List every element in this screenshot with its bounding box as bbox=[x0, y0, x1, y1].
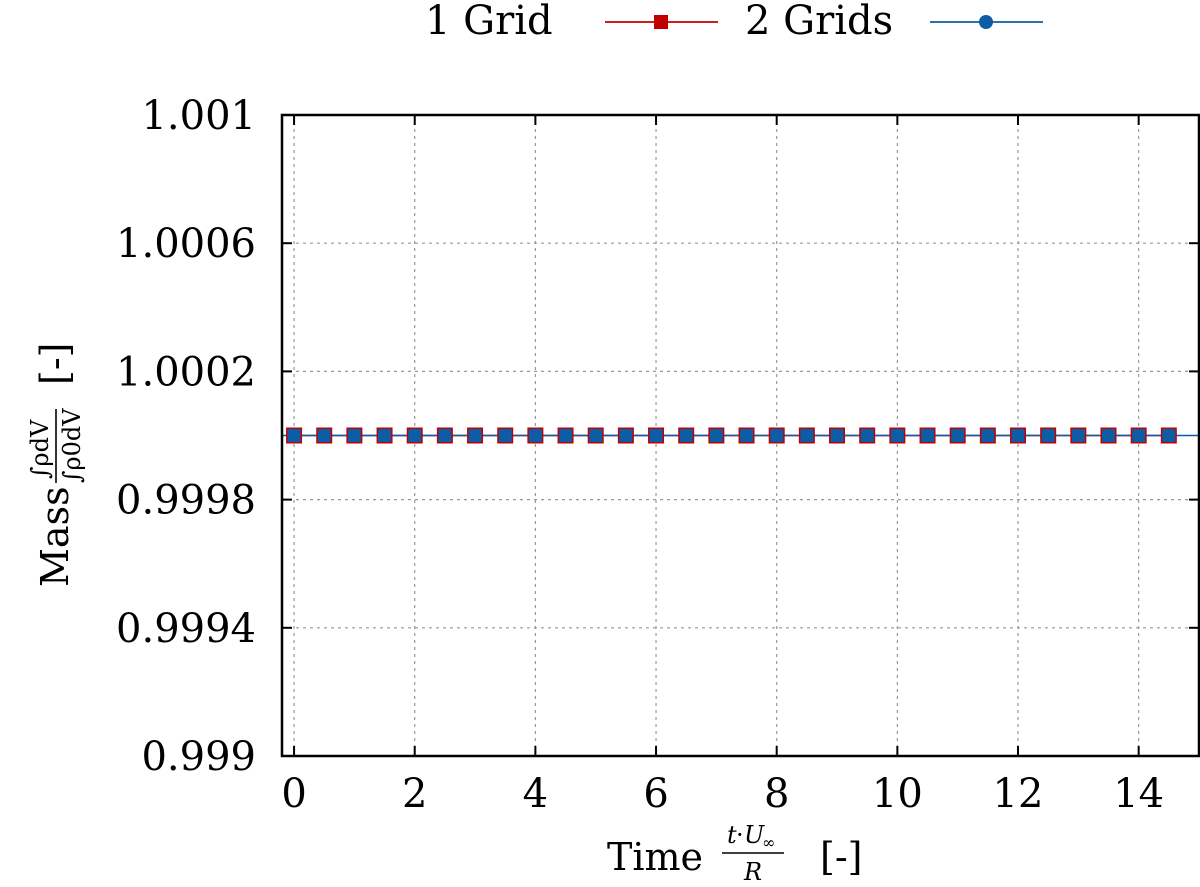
data-point-2-grids bbox=[709, 429, 723, 442]
x-tick-label: 12 bbox=[993, 771, 1044, 817]
data-point-2-grids bbox=[1102, 429, 1116, 442]
x-axis-title-unit: [-] bbox=[820, 835, 863, 879]
data-point-2-grids bbox=[1071, 429, 1085, 442]
data-point-2-grids bbox=[981, 429, 995, 442]
x-tick-label: 8 bbox=[764, 771, 789, 817]
x-tick-label: 2 bbox=[402, 771, 427, 817]
data-point-2-grids bbox=[287, 429, 301, 442]
x-axis-title-numerator-u: U bbox=[744, 821, 765, 849]
data-point-2-grids bbox=[619, 429, 633, 442]
series-layer bbox=[282, 427, 1199, 444]
legend-label-2-grids: 2 Grids bbox=[745, 0, 893, 44]
y-axis-title-numerator: ∫ρdV bbox=[26, 419, 54, 479]
x-tick-label: 4 bbox=[523, 771, 548, 817]
y-tick-label: 0.9998 bbox=[116, 478, 256, 524]
y-tick-label: 1.001 bbox=[141, 93, 256, 139]
data-point-2-grids bbox=[951, 429, 965, 442]
data-point-2-grids bbox=[408, 429, 422, 442]
x-axis-title-denominator: R bbox=[743, 858, 762, 886]
y-tick-label: 1.0002 bbox=[116, 349, 256, 395]
data-point-2-grids bbox=[528, 429, 542, 442]
x-axis-title-numerator-t: t bbox=[727, 821, 737, 849]
legend-marker-1-grid bbox=[654, 15, 668, 29]
x-axis-title: Time t · U ∞ R [-] bbox=[607, 821, 863, 886]
data-point-2-grids bbox=[468, 429, 482, 442]
data-point-2-grids bbox=[1162, 429, 1176, 442]
data-point-2-grids bbox=[1011, 429, 1025, 442]
legend: 1 Grid 2 Grids bbox=[425, 0, 1043, 44]
grid-lines bbox=[282, 115, 1199, 756]
data-point-2-grids bbox=[770, 429, 784, 442]
y-axis-title-denominator: ∫ρ0dV bbox=[58, 408, 86, 483]
x-tick-label: 10 bbox=[872, 771, 923, 817]
x-axis-title-numerator-subscript: ∞ bbox=[762, 833, 775, 852]
y-axis-title-word: Mass bbox=[33, 486, 77, 587]
data-point-2-grids bbox=[679, 429, 693, 442]
data-point-2-grids bbox=[347, 429, 361, 442]
x-tick-label: 14 bbox=[1113, 771, 1164, 817]
data-point-2-grids bbox=[498, 429, 512, 442]
data-point-2-grids bbox=[1132, 429, 1146, 442]
y-tick-label: 0.9994 bbox=[116, 606, 256, 652]
x-tick-label: 0 bbox=[281, 771, 306, 817]
data-point-2-grids bbox=[800, 429, 814, 442]
data-point-2-grids bbox=[438, 429, 452, 442]
y-tick-labels: 0.999 0.9994 0.9998 1.0002 1.0006 1.001 bbox=[116, 93, 256, 780]
data-point-2-grids bbox=[317, 429, 331, 442]
data-point-2-grids bbox=[740, 429, 754, 442]
legend-label-1-grid: 1 Grid bbox=[425, 0, 553, 44]
x-tick-labels: 0 2 4 6 8 10 12 14 bbox=[281, 771, 1164, 817]
legend-marker-2-grids bbox=[979, 15, 993, 29]
data-point-2-grids bbox=[1041, 429, 1055, 442]
y-tick-label: 1.0006 bbox=[116, 221, 256, 267]
x-axis-title-numerator-dot: · bbox=[736, 821, 744, 849]
data-point-2-grids bbox=[890, 429, 904, 442]
x-axis-title-word: Time bbox=[607, 835, 703, 879]
data-point-2-grids bbox=[559, 429, 573, 442]
y-tick-label: 0.999 bbox=[141, 734, 256, 780]
data-point-2-grids bbox=[649, 429, 663, 442]
plot-frame bbox=[280, 113, 1200, 758]
data-point-2-grids bbox=[921, 429, 935, 442]
data-point-2-grids bbox=[860, 429, 874, 442]
axis-ticks bbox=[282, 114, 1199, 757]
y-axis-title-unit: [-] bbox=[33, 343, 77, 386]
data-point-2-grids bbox=[378, 429, 392, 442]
data-point-2-grids bbox=[589, 429, 603, 442]
data-point-2-grids bbox=[830, 429, 844, 442]
x-tick-label: 6 bbox=[643, 771, 668, 817]
y-axis-title: Mass ∫ρdV ∫ρ0dV [-] bbox=[26, 343, 86, 588]
